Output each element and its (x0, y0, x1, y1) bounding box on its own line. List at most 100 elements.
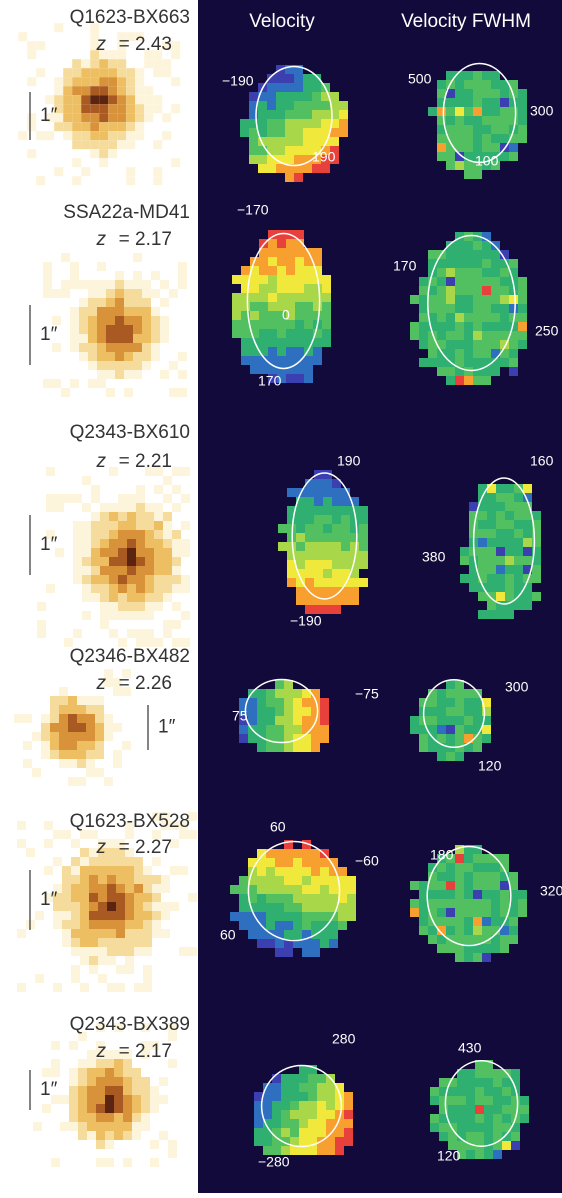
image-pixel (73, 575, 82, 584)
image-pixel (118, 539, 127, 548)
fwhm-pixel (475, 1087, 484, 1096)
fwhm-pixel (475, 1114, 484, 1123)
velocity-pixel (313, 347, 322, 356)
fwhm-pixel (446, 881, 455, 890)
velocity-pixel (266, 707, 275, 716)
velocity-pixel (350, 596, 359, 605)
image-pixel (118, 584, 127, 593)
velocity-pixel (268, 320, 277, 329)
fwhm-pixel (475, 1078, 484, 1087)
image-pixel (115, 361, 124, 370)
image-pixel (51, 1059, 60, 1068)
velocity-pixel (266, 876, 275, 885)
velocity-pixel (320, 725, 329, 734)
fwhm-pixel (455, 953, 464, 962)
image-pixel (125, 947, 134, 956)
image-pixel (43, 280, 52, 289)
fwhm-pixel (496, 583, 505, 592)
image-pixel (98, 875, 107, 884)
image-pixel (68, 759, 77, 768)
velocity-pixel (304, 329, 313, 338)
fwhm-pixel (457, 1123, 466, 1132)
velocity-pixel (284, 698, 293, 707)
image-pixel (133, 352, 142, 361)
velocity-pixel (239, 876, 248, 885)
velocity-pixel (275, 707, 284, 716)
fwhm-pixel (464, 80, 473, 89)
redshift-value: = 2.17 (119, 1041, 172, 1062)
image-pixel (82, 539, 91, 548)
velocity-pixel (329, 930, 338, 939)
fwhm-pixel (509, 358, 518, 367)
fwhm-pixel (437, 863, 446, 872)
image-pixel (88, 334, 97, 343)
velocity-pixel (272, 1101, 281, 1110)
image-pixel (127, 575, 136, 584)
fwhm-pixel (518, 98, 527, 107)
velocity-pixel (287, 515, 296, 524)
image-pixel (188, 947, 197, 956)
fwhm-pixel (464, 689, 473, 698)
image-pixel (61, 388, 70, 397)
fwhm-pixel (473, 80, 482, 89)
image-pixel (78, 1086, 87, 1095)
velocity-pixel (303, 146, 312, 155)
fwhm-pixel (491, 143, 500, 152)
image-pixel (151, 334, 160, 343)
fwhm-pixel (473, 953, 482, 962)
image-pixel (77, 741, 86, 750)
velocity-pixel (276, 101, 285, 110)
image-pixel (80, 848, 89, 857)
fwhm-pixel (464, 71, 473, 80)
image-pixel (71, 938, 80, 947)
velocity-pixel (302, 698, 311, 707)
velocity-pixel (322, 320, 331, 329)
velocity-pixel (239, 885, 248, 894)
velocity-pixel (287, 542, 296, 551)
velocity-pixel (268, 302, 277, 311)
velocity-pixel (326, 1146, 335, 1155)
image-pixel (135, 86, 144, 95)
image-pixel (61, 280, 70, 289)
image-pixel (124, 352, 133, 361)
velocity-pixel (320, 716, 329, 725)
velocity-pixel (281, 1083, 290, 1092)
fwhm-pixel (509, 116, 518, 125)
velocity-pixel (299, 1110, 308, 1119)
fwhm-pixel (446, 340, 455, 349)
velocity-pixel (284, 948, 293, 957)
redshift-symbol: z (96, 837, 107, 858)
velocity-pixel (321, 101, 330, 110)
fwhm-pixel (505, 556, 514, 565)
fwhm-label: 300 (505, 679, 529, 695)
image-pixel (151, 289, 160, 298)
image-pixel (50, 705, 59, 714)
image-pixel (71, 866, 80, 875)
fwhm-pixel (464, 250, 473, 259)
velocity-pixel (284, 885, 293, 894)
velocity-pixel (317, 1128, 326, 1137)
velocity-pixel (268, 311, 277, 320)
velocity-pixel (239, 903, 248, 912)
fwhm-pixel (439, 1078, 448, 1087)
image-pixel (124, 343, 133, 352)
velocity-pixel (359, 524, 368, 533)
fwhm-pixel (491, 313, 500, 322)
image-pixel (115, 370, 124, 379)
image-pixel (107, 857, 116, 866)
velocity-pixel (257, 903, 266, 912)
velocity-label: −190 (222, 73, 254, 89)
velocity-pixel (275, 894, 284, 903)
image-pixel (107, 983, 116, 992)
fwhm-pixel (446, 331, 455, 340)
velocity-pixel (304, 356, 313, 365)
fwhm-pixel (496, 520, 505, 529)
velocity-pixel (277, 293, 286, 302)
image-pixel (144, 59, 153, 68)
velocity-pixel (322, 284, 331, 293)
velocity-pixel (314, 488, 323, 497)
image-pixel (71, 902, 80, 911)
fwhm-pixel (466, 1114, 475, 1123)
fwhm-pixel (523, 592, 532, 601)
fwhm-pixel (437, 367, 446, 376)
